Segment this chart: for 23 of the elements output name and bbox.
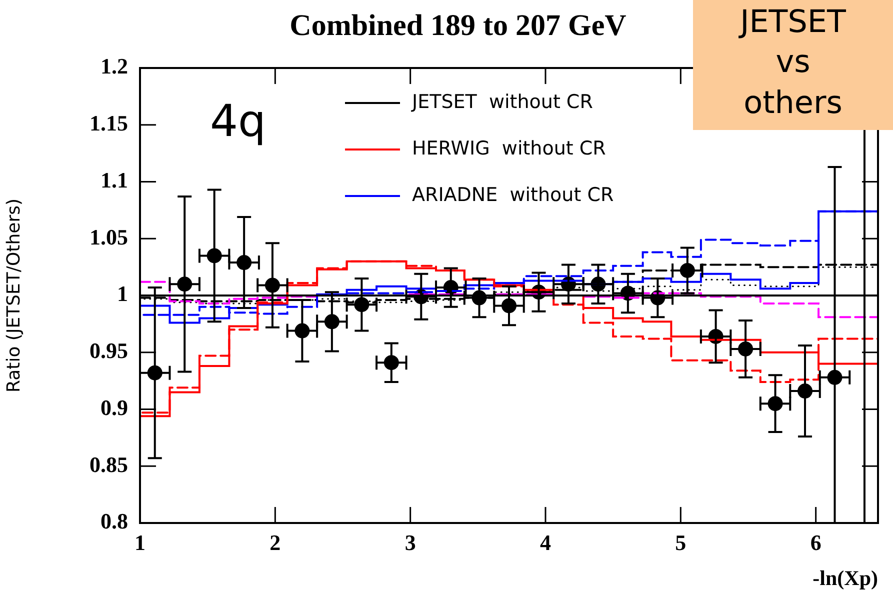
y-tick-label: 1.05 xyxy=(90,224,128,250)
annotation: 4q xyxy=(210,96,266,147)
y-tick-label: 1.2 xyxy=(100,54,128,79)
x-tick-label: 3 xyxy=(404,530,416,555)
x-axis-title: -ln(Xp) xyxy=(812,566,878,590)
legend-label: ARIADNE without CR xyxy=(412,184,614,206)
y-tick-label: 0.8 xyxy=(100,508,128,534)
legend-label: JETSET without CR xyxy=(411,90,593,113)
y-tick-label: 0.9 xyxy=(100,394,128,420)
x-tick-label: 2 xyxy=(270,530,281,555)
y-tick-label: 0.95 xyxy=(90,338,128,364)
x-tick-label: 5 xyxy=(675,530,686,555)
x-tick-label: 1 xyxy=(134,530,146,555)
annotation: JETSET vs others xyxy=(693,0,893,130)
x-tick-label: 6 xyxy=(810,530,822,555)
chart-title: Combined 189 to 207 GeV xyxy=(290,8,627,42)
legend-label: HERWIG without CR xyxy=(412,137,606,160)
y-tick-label: 1 xyxy=(117,281,128,306)
x-tick-label: 4 xyxy=(540,530,551,555)
y-axis-title: Ratio (JETSET/Others) xyxy=(3,198,24,393)
y-tick-label: 1.1 xyxy=(100,167,128,192)
y-tick-label: 0.85 xyxy=(90,452,128,477)
y-tick-label: 1.15 xyxy=(90,110,128,136)
